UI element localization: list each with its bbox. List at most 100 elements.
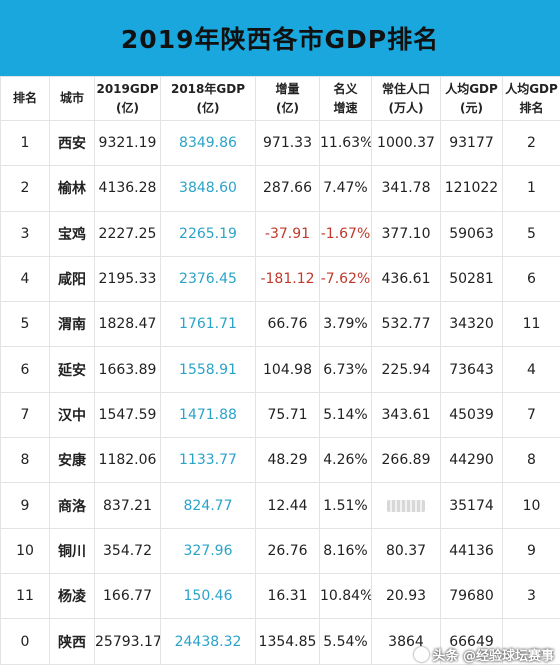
table-row: 3 宝鸡 2227.25 2265.19 -37.91 -1.67% 377.10 59063… — [0, 210, 560, 257]
cell-per-capita: 66649 — [440, 618, 503, 666]
cell-population: 20.93 — [371, 572, 441, 620]
cell-per-capita-rank: 10 — [502, 482, 560, 529]
cell-gdp2018: 327.96 — [160, 527, 256, 574]
cell-gdp2019: 2227.25 — [94, 210, 161, 257]
cell-gdp2019: 1182.06 — [94, 437, 161, 484]
watermark-logo-icon — [414, 647, 430, 662]
cell-gdp2018: 2376.45 — [160, 255, 256, 303]
table-row: 8 安康 1182.06 1133.77 48.29 4.26% 266.89 44290 8 — [0, 437, 560, 484]
cell-per-capita: 35174 — [440, 482, 503, 529]
table-row: 1 西安 9321.19 8349.86 971.33 11.63% 1000.37 9317… — [0, 119, 560, 167]
cell-city: 榆林 — [49, 165, 95, 212]
cell-growth: 3.79% — [319, 301, 372, 348]
cell-per-capita-rank: 6 — [502, 255, 560, 303]
cell-per-capita-rank: 8 — [502, 437, 560, 484]
cell-population: 532.77 — [371, 301, 441, 348]
cell-population: 3864 — [371, 618, 441, 666]
cell-population — [371, 482, 441, 529]
cell-increment: 66.76 — [255, 301, 320, 348]
cell-per-capita: 93177 — [440, 119, 503, 167]
table-row: 2 榆林 4136.28 3848.60 287.66 7.47% 341.78 121022… — [0, 165, 560, 212]
gdp-table: 排名 城市 2019GDP (亿) 2018年GDP (亿) 增量 (亿) 名义 增速 … — [0, 76, 560, 666]
table-row: 0 陕西 25793.17 24438.32 1354.85 5.54% 3864 66649 — [0, 618, 560, 666]
cell-city: 安康 — [49, 437, 95, 484]
cell-increment: -37.91 — [255, 210, 320, 257]
cell-population: 1000.37 — [371, 119, 441, 167]
cell-growth: 8.16% — [319, 527, 372, 574]
cell-city: 杨凌 — [49, 572, 95, 620]
cell-city: 西安 — [49, 119, 95, 167]
cell-per-capita-rank: 3 — [502, 572, 560, 620]
cell-gdp2018: 1471.88 — [160, 391, 256, 439]
cell-per-capita-rank: 2 — [502, 119, 560, 167]
watermark-text: 头条 @经验球坛赛事 — [432, 649, 554, 664]
cell-gdp2018: 1133.77 — [160, 437, 256, 484]
header-growth: 名义 增速 — [319, 76, 372, 121]
cell-city: 铜川 — [49, 527, 95, 574]
cell-gdp2018: 8349.86 — [160, 119, 256, 167]
cell-growth: 4.26% — [319, 437, 372, 484]
header-rank: 排名 — [0, 76, 50, 121]
cell-growth: 1.51% — [319, 482, 372, 529]
cell-city: 咸阳 — [49, 255, 95, 303]
cell-gdp2019: 4136.28 — [94, 165, 161, 212]
cell-city: 汉中 — [49, 391, 95, 439]
header-increment: 增量 (亿) — [255, 76, 320, 121]
cell-city: 渭南 — [49, 301, 95, 348]
cell-gdp2019: 25793.17 — [94, 618, 161, 666]
blurred-value — [387, 499, 425, 512]
cell-rank: 11 — [0, 572, 50, 620]
table-row: 7 汉中 1547.59 1471.88 75.71 5.14% 343.61 45039 7 — [0, 391, 560, 439]
cell-growth: 7.47% — [319, 165, 372, 212]
page-title: 2019年陕西各市GDP排名 — [120, 25, 440, 54]
cell-growth: 10.84% — [319, 572, 372, 620]
cell-growth: 5.54% — [319, 618, 372, 666]
cell-population: 343.61 — [371, 391, 441, 439]
cell-per-capita-rank: 11 — [502, 301, 560, 348]
cell-rank: 2 — [0, 165, 50, 212]
cell-gdp2019: 354.72 — [94, 527, 161, 574]
cell-rank: 0 — [0, 618, 50, 666]
cell-gdp2019: 2195.33 — [94, 255, 161, 303]
cell-per-capita-rank: 1 — [502, 165, 560, 212]
cell-increment: 12.44 — [255, 482, 320, 529]
cell-increment: 971.33 — [255, 119, 320, 167]
cell-population: 436.61 — [371, 255, 441, 303]
cell-increment: 75.71 — [255, 391, 320, 439]
cell-city: 宝鸡 — [49, 210, 95, 257]
cell-rank: 6 — [0, 346, 50, 393]
cell-per-capita-rank: 7 — [502, 391, 560, 439]
cell-population: 377.10 — [371, 210, 441, 257]
header-per-capita-rank: 人均GDP 排名 — [502, 76, 560, 121]
table-row: 10 铜川 354.72 327.96 26.76 8.16% 80.37 44136 9 — [0, 527, 560, 574]
cell-city: 商洛 — [49, 482, 95, 529]
cell-growth: -1.67% — [319, 210, 372, 257]
cell-per-capita: 73643 — [440, 346, 503, 393]
cell-growth: -7.62% — [319, 255, 372, 303]
cell-per-capita-rank: 4 — [502, 346, 560, 393]
cell-gdp2018: 1558.91 — [160, 346, 256, 393]
cell-per-capita-rank: 5 — [502, 210, 560, 257]
cell-gdp2019: 1547.59 — [94, 391, 161, 439]
cell-per-capita: 121022 — [440, 165, 503, 212]
cell-city: 延安 — [49, 346, 95, 393]
header-row: 排名 城市 2019GDP (亿) 2018年GDP (亿) 增量 (亿) 名义 增速 … — [0, 76, 560, 121]
cell-population: 341.78 — [371, 165, 441, 212]
cell-gdp2018: 3848.60 — [160, 165, 256, 212]
cell-rank: 10 — [0, 527, 50, 574]
table-row: 11 杨凌 166.77 150.46 16.31 10.84% 20.93 79680 3 — [0, 572, 560, 620]
table-row: 5 渭南 1828.47 1761.71 66.76 3.79% 532.77 34320 11 — [0, 301, 560, 348]
cell-gdp2019: 837.21 — [94, 482, 161, 529]
cell-city: 陕西 — [49, 618, 95, 666]
watermark: 头条 @经验球坛赛事 — [414, 645, 554, 664]
cell-growth: 5.14% — [319, 391, 372, 439]
cell-per-capita: 44290 — [440, 437, 503, 484]
cell-gdp2019: 1663.89 — [94, 346, 161, 393]
cell-rank: 1 — [0, 119, 50, 167]
cell-increment: -181.12 — [255, 255, 320, 303]
cell-increment: 287.66 — [255, 165, 320, 212]
cell-per-capita-rank — [502, 618, 560, 666]
cell-gdp2019: 1828.47 — [94, 301, 161, 348]
cell-increment: 26.76 — [255, 527, 320, 574]
cell-increment: 104.98 — [255, 346, 320, 393]
